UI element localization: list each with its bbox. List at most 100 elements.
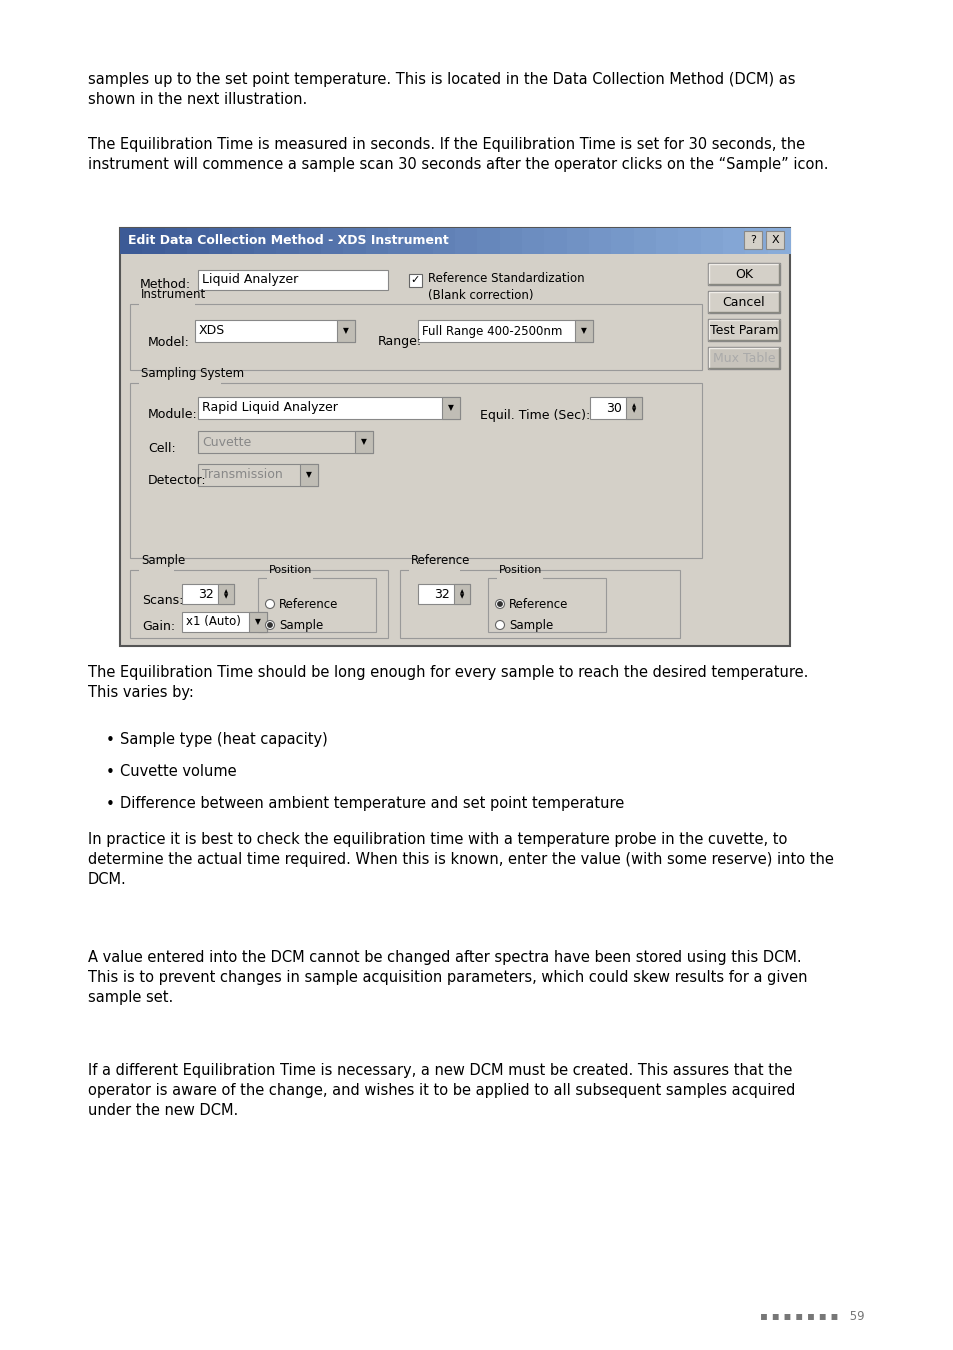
Bar (488, 578, 605, 632)
Circle shape (497, 602, 501, 606)
Bar (165, 228, 188, 254)
Bar (744, 228, 768, 254)
Text: ▲: ▲ (459, 589, 464, 594)
Bar (521, 228, 545, 254)
Text: Sample: Sample (278, 618, 323, 632)
Bar (544, 228, 567, 254)
Circle shape (265, 621, 274, 629)
Bar (139, 382, 221, 391)
Bar (476, 228, 500, 254)
Bar (120, 228, 789, 647)
Bar (678, 228, 700, 254)
Bar (187, 228, 210, 254)
Text: ▼: ▼ (254, 617, 261, 626)
Text: Scans:: Scans: (142, 594, 183, 606)
Text: Detector:: Detector: (148, 474, 207, 487)
Bar (232, 228, 254, 254)
Text: Rapid Liquid Analyzer: Rapid Liquid Analyzer (202, 401, 337, 414)
Bar (365, 228, 389, 254)
Text: ▼: ▼ (448, 404, 454, 413)
Bar (198, 464, 317, 486)
Bar (454, 585, 470, 603)
Text: ▼: ▼ (343, 327, 349, 336)
Circle shape (495, 599, 504, 609)
Bar (343, 228, 366, 254)
Bar (139, 568, 174, 579)
Text: Cuvette volume: Cuvette volume (120, 764, 236, 779)
Text: In practice it is best to check the equilibration time with a temperature probe : In practice it is best to check the equi… (88, 832, 833, 887)
Text: Model:: Model: (148, 336, 190, 348)
Text: Cell:: Cell: (148, 443, 175, 455)
Text: Reference: Reference (411, 554, 470, 567)
Bar (388, 228, 411, 254)
Text: 32: 32 (434, 587, 450, 601)
Bar (417, 585, 470, 603)
Text: ▪ ▪ ▪ ▪ ▪ ▪ ▪   59: ▪ ▪ ▪ ▪ ▪ ▪ ▪ 59 (760, 1310, 863, 1323)
Text: 32: 32 (198, 587, 213, 601)
Bar (566, 228, 589, 254)
Bar (409, 274, 421, 288)
Text: If a different Equilibration Time is necessary, a new DCM must be created. This : If a different Equilibration Time is nec… (88, 1062, 795, 1118)
Text: ▼: ▼ (360, 437, 367, 447)
Bar (130, 304, 701, 370)
Text: Method:: Method: (140, 278, 191, 290)
Text: Sample: Sample (141, 554, 185, 567)
Text: ▼: ▼ (580, 327, 586, 336)
Text: •: • (106, 733, 114, 748)
Bar (336, 320, 355, 342)
Bar (257, 578, 375, 632)
Bar (700, 228, 723, 254)
Text: ▼: ▼ (459, 594, 464, 599)
Circle shape (268, 622, 272, 628)
Text: Position: Position (498, 566, 542, 575)
Bar (588, 228, 612, 254)
Bar (198, 270, 388, 290)
Bar (198, 397, 459, 418)
Text: Cancel: Cancel (722, 296, 764, 309)
Bar (433, 228, 456, 254)
Text: ▼: ▼ (224, 594, 228, 599)
Text: ?: ? (749, 235, 755, 244)
Text: ▲: ▲ (224, 589, 228, 594)
Bar (320, 228, 344, 254)
Text: •: • (106, 765, 114, 780)
Text: A value entered into the DCM cannot be changed after spectra have been stored us: A value entered into the DCM cannot be c… (88, 950, 806, 1004)
Bar (409, 568, 459, 579)
Text: •: • (106, 796, 114, 811)
Bar (767, 228, 790, 254)
Text: Cuvette: Cuvette (202, 436, 251, 448)
Text: samples up to the set point temperature. This is located in the Data Collection : samples up to the set point temperature.… (88, 72, 795, 107)
Text: Equil. Time (Sec):: Equil. Time (Sec): (479, 409, 590, 421)
Text: Range:: Range: (377, 336, 421, 348)
Bar (142, 228, 166, 254)
Text: 30: 30 (605, 401, 621, 414)
Bar (499, 228, 522, 254)
Text: Liquid Analyzer: Liquid Analyzer (202, 274, 298, 286)
Text: X: X (770, 235, 778, 244)
Text: Sample: Sample (509, 618, 553, 632)
Bar (455, 228, 477, 254)
Bar (497, 576, 542, 587)
Bar (722, 228, 745, 254)
Bar (441, 397, 459, 418)
Circle shape (265, 599, 274, 609)
Bar (298, 228, 322, 254)
Bar (399, 570, 679, 639)
Text: Position: Position (269, 566, 312, 575)
Bar (707, 347, 780, 369)
Bar (417, 320, 593, 342)
Text: Module:: Module: (148, 409, 197, 421)
Bar (765, 231, 783, 248)
Bar (267, 576, 313, 587)
Bar (182, 585, 233, 603)
Bar (120, 228, 143, 254)
Text: Reference: Reference (509, 598, 568, 610)
Text: Test Param: Test Param (709, 324, 778, 336)
Bar (218, 585, 233, 603)
Text: ▼: ▼ (306, 471, 312, 479)
Text: Difference between ambient temperature and set point temperature: Difference between ambient temperature a… (120, 796, 623, 811)
Bar (707, 263, 780, 285)
Bar (299, 464, 317, 486)
Text: Reference Standardization
(Blank correction): Reference Standardization (Blank correct… (428, 271, 584, 302)
Text: Mux Table: Mux Table (712, 351, 775, 364)
